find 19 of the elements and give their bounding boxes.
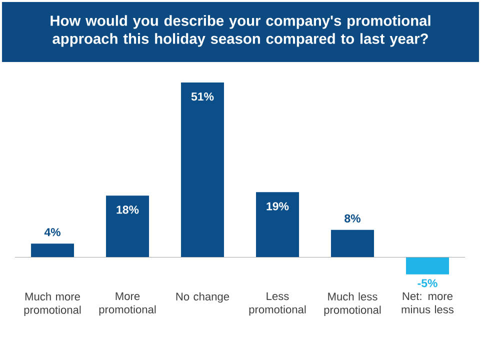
data-label: -5% xyxy=(418,279,438,288)
x-tick-label: More promotional xyxy=(99,292,156,316)
data-label: 19% xyxy=(266,202,289,210)
chart-title: How would you describe your company's promotional approach this holiday season compared to last year? xyxy=(50,15,430,47)
x-tick-label: No change xyxy=(176,292,230,303)
bar xyxy=(31,244,74,258)
x-tick-label: Much less promotional xyxy=(324,292,381,316)
data-label: 8% xyxy=(344,214,360,222)
bar xyxy=(106,196,150,258)
bar xyxy=(331,230,374,258)
data-label: 51% xyxy=(191,92,214,101)
bar xyxy=(406,257,449,274)
data-label: 18% xyxy=(116,206,139,214)
x-tick-label: Net: more minus less xyxy=(402,292,454,314)
x-tick-label: Less promotional xyxy=(249,292,306,316)
data-label: 4% xyxy=(44,228,60,236)
x-tick-label: Much more promotional xyxy=(24,292,81,316)
bar xyxy=(181,82,224,258)
bar xyxy=(256,192,299,258)
